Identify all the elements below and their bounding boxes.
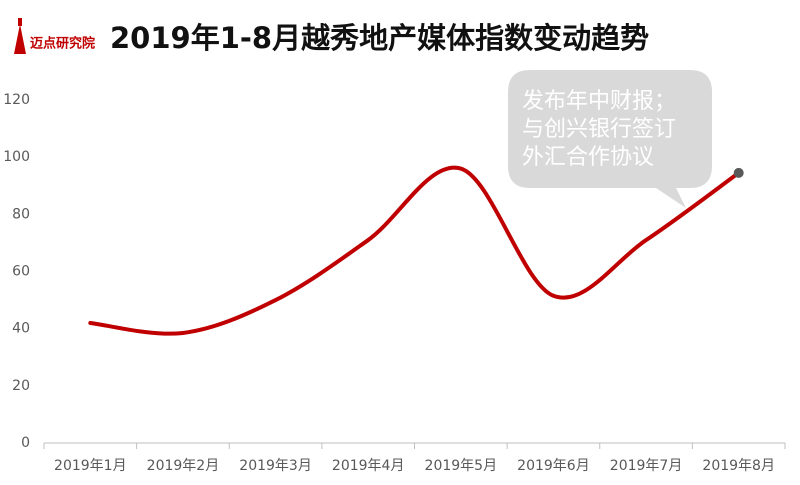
annotation-text: 发布年中财报；	[522, 89, 676, 114]
y-tick-label: 20	[12, 378, 30, 394]
annotation-text: 外汇合作协议	[522, 145, 654, 170]
logo-icon	[14, 24, 26, 54]
x-tick-label: 2019年8月	[702, 458, 775, 474]
bubble-shape	[508, 70, 712, 208]
x-tick-label: 2019年3月	[239, 458, 312, 474]
y-tick-label: 80	[12, 206, 30, 222]
y-tick-label: 100	[3, 149, 30, 165]
chart-title: 2019年1-8月越秀地产媒体指数变动趋势	[110, 21, 649, 55]
x-tick-label: 2019年7月	[610, 458, 683, 474]
x-tick-label: 2019年2月	[147, 458, 220, 474]
y-tick-label: 40	[12, 321, 30, 337]
point-marker	[733, 167, 744, 178]
y-tick-label: 0	[21, 435, 30, 451]
x-tick-label: 2019年6月	[517, 458, 590, 474]
series-line	[88, 165, 741, 336]
x-tick-label: 2019年1月	[54, 458, 127, 474]
annotation-text: 与创兴银行签订	[522, 117, 676, 142]
y-tick-label: 60	[12, 264, 30, 280]
x-tick-label: 2019年4月	[332, 458, 405, 474]
brand: 迈点研究院	[30, 36, 95, 52]
x-tick-label: 2019年5月	[425, 458, 498, 474]
y-tick-label: 120	[3, 92, 30, 108]
annotation-bubble	[508, 70, 712, 208]
logo-icon-top	[18, 18, 22, 26]
